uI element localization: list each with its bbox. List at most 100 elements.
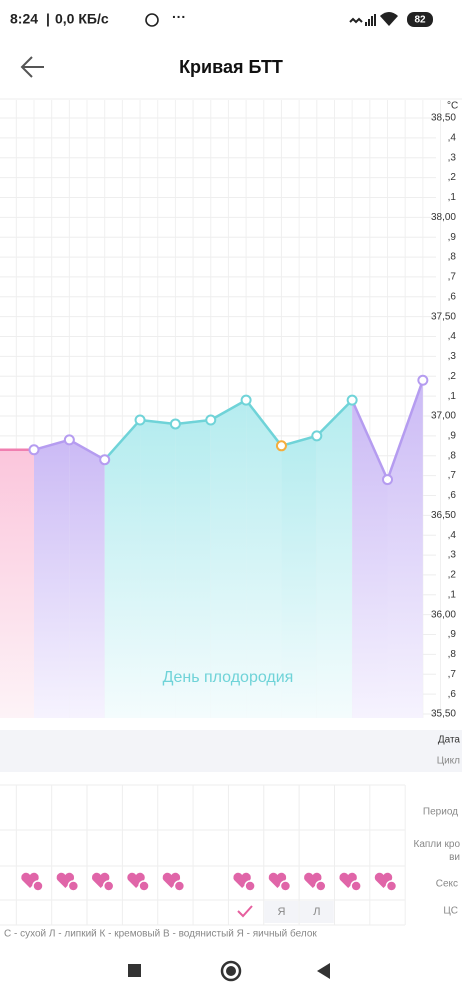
y-tick-label: ,6 <box>448 291 457 302</box>
y-tick-label: ,8 <box>448 649 457 660</box>
line-segment <box>33 438 70 451</box>
point <box>382 474 393 486</box>
sex-heart <box>233 872 256 892</box>
point <box>417 374 429 386</box>
prior-area <box>0 449 34 718</box>
sex-heart <box>162 872 186 892</box>
point <box>134 414 146 426</box>
signal-icon <box>349 14 376 26</box>
status-bar: 8:24 | 0,0 КБ/с ··· 82 <box>10 9 433 27</box>
status-time: 8:24 <box>10 11 38 27</box>
row-label: Период <box>423 807 458 818</box>
cycle-row-label: Цикл <box>437 756 460 767</box>
y-tick-label: ,3 <box>448 351 457 362</box>
area <box>210 400 247 718</box>
row-label: Секс <box>436 879 458 890</box>
line-segment <box>139 418 176 426</box>
heart-icon <box>304 872 322 888</box>
annotation: День плодородия <box>163 669 294 686</box>
area <box>175 419 211 718</box>
heart-badge <box>244 880 256 892</box>
table: Период Секс ЦС Я Л <box>0 784 458 926</box>
area <box>281 435 317 718</box>
mucus-cell <box>264 901 299 923</box>
chart: 35,50 ,6 ,7 ,8 ,9 36,00 ,1 ,2 ,3 ,4 36,50 ,6 ,7 ,8 ,9 3… <box>0 100 456 767</box>
heart-badge <box>279 880 292 892</box>
y-tick-label: 36,00 <box>431 609 456 620</box>
y-tick-label: ,1 <box>448 391 457 402</box>
back-button[interactable] <box>20 56 44 78</box>
mucus-label: Л <box>313 906 320 918</box>
y-tick-label: ,8 <box>448 252 457 263</box>
line-segment <box>351 399 389 481</box>
heart-badge <box>67 880 80 892</box>
y-tick-label: ,2 <box>448 371 457 382</box>
heart-badge <box>173 880 186 892</box>
y-tick-label: ,7 <box>448 470 457 481</box>
y-tick-label: 38,50 <box>431 113 456 124</box>
line-segment <box>245 399 283 447</box>
area <box>34 439 70 718</box>
sex-heart <box>304 872 327 892</box>
heart-icon <box>91 872 110 888</box>
point <box>99 454 111 466</box>
mucus-cell <box>299 901 334 923</box>
legend-text: С - сухой Л - липкий К - кремовый В - во… <box>4 928 317 940</box>
area <box>352 400 388 718</box>
y-tick-label: ,4 <box>448 331 457 342</box>
sex-heart <box>374 872 398 892</box>
cs-check <box>237 905 253 918</box>
y-tick-label: ,9 <box>448 232 457 243</box>
line-segment <box>175 418 211 426</box>
status-separator: | <box>46 11 50 27</box>
mucus-label: Я <box>277 906 285 918</box>
point <box>346 394 358 406</box>
alarm-icon <box>145 13 159 27</box>
nav-back[interactable] <box>317 963 330 979</box>
y-tick-label: ,7 <box>448 669 457 680</box>
sex-heart <box>91 872 115 892</box>
point <box>311 430 323 442</box>
y-tick-label: ,4 <box>448 530 457 541</box>
more-icon: ··· <box>172 9 186 25</box>
row-label-blood: Капли крови <box>413 839 461 863</box>
area <box>104 419 141 718</box>
nav-recent[interactable] <box>128 964 141 977</box>
area <box>246 400 282 718</box>
heart-icon <box>162 872 181 888</box>
y-tick-label: ,4 <box>448 133 457 144</box>
area <box>140 419 176 718</box>
point <box>28 444 40 456</box>
y-tick-label: ,1 <box>448 192 457 203</box>
point <box>240 394 252 406</box>
y-tick-label: ,3 <box>448 152 457 163</box>
line-segment <box>386 379 425 480</box>
sex-heart <box>21 872 44 892</box>
heart-icon <box>21 872 39 888</box>
heart-badge <box>315 880 327 892</box>
y-tick-label: 38,00 <box>431 212 456 223</box>
y-tick-label: ,8 <box>448 450 457 461</box>
y-tick-label: ,2 <box>448 570 457 581</box>
status-speed: 0,0 КБ/с <box>55 11 109 27</box>
heart-badge <box>385 880 398 892</box>
wifi-icon <box>380 12 398 26</box>
line-segment <box>210 399 247 422</box>
date-rows-bg <box>0 730 462 772</box>
y-tick-label: ,3 <box>448 550 457 561</box>
heart-icon <box>339 872 357 888</box>
y-tick-label: ,9 <box>448 431 457 442</box>
heart-icon <box>268 872 287 888</box>
area <box>387 380 423 718</box>
y-tick-label: ,1 <box>448 589 457 600</box>
point <box>63 434 75 446</box>
y-tick-label: 37,00 <box>431 411 456 422</box>
y-tick-label: ,2 <box>448 172 457 183</box>
sex-heart <box>268 872 292 892</box>
unit-label: °C <box>447 101 458 112</box>
battery <box>407 12 433 27</box>
nav-home[interactable] <box>220 960 242 982</box>
point <box>205 414 217 426</box>
